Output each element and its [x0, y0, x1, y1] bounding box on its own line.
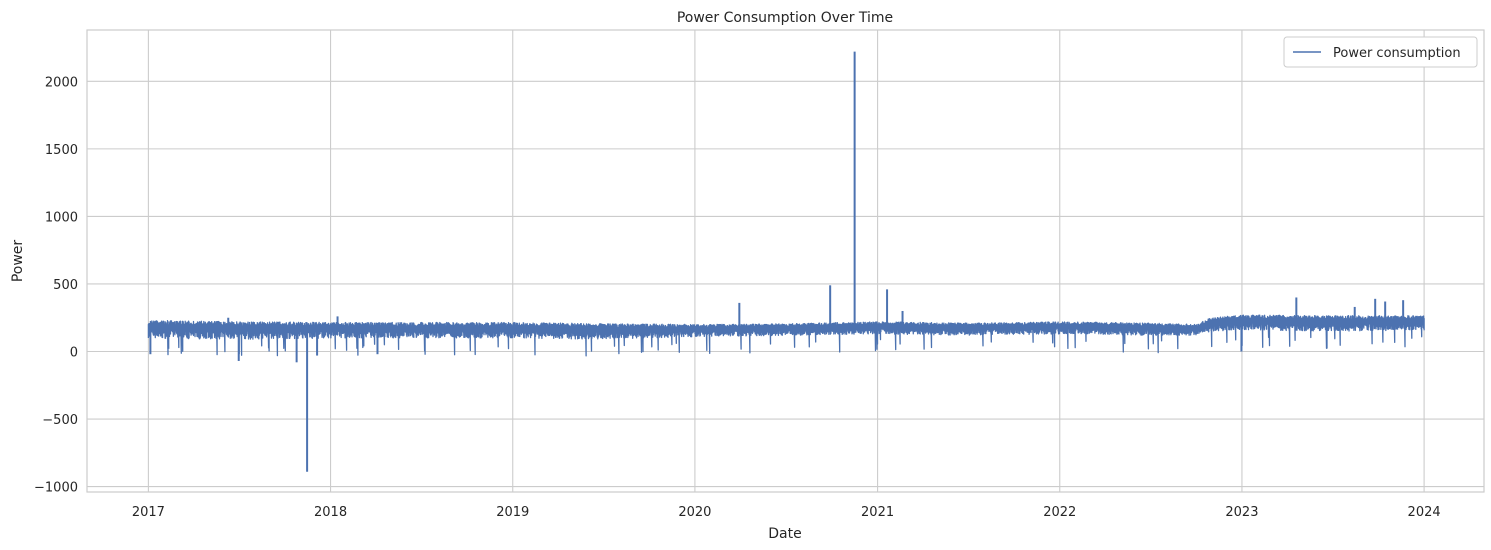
y-tick-label: 1000 — [45, 210, 78, 225]
x-tick-label: 2019 — [496, 505, 529, 520]
y-tick-label: 1500 — [45, 143, 78, 158]
y-tick-label: −1000 — [34, 481, 78, 496]
x-axis-label: Date — [768, 526, 801, 542]
y-tick-label: 2000 — [45, 75, 78, 90]
x-tick-label: 2021 — [861, 505, 894, 520]
y-axis-ticks: −1000 −500 0 500 1000 1500 2000 — [34, 75, 78, 495]
x-tick-label: 2020 — [678, 505, 711, 520]
y-axis-label: Power — [10, 240, 26, 283]
chart-title: Power Consumption Over Time — [677, 10, 893, 26]
x-tick-label: 2018 — [314, 505, 347, 520]
legend-box — [1283, 36, 1478, 68]
plot-area — [147, 51, 1425, 472]
legend-label: Power consumption — [1333, 46, 1461, 61]
grid — [87, 30, 1484, 492]
x-tick-label: 2024 — [1408, 505, 1441, 520]
x-tick-label: 2023 — [1225, 505, 1258, 520]
series-line-power-consumption — [147, 314, 1425, 357]
x-tick-label: 2017 — [132, 505, 165, 520]
y-tick-label: 500 — [53, 278, 78, 293]
x-axis-ticks: 2017 2018 2019 2020 2021 2022 2023 2024 — [132, 505, 1441, 520]
y-tick-label: −500 — [42, 413, 78, 428]
legend: Power consumption — [1283, 36, 1478, 68]
plot-frame — [86, 29, 1485, 493]
x-tick-label: 2022 — [1043, 505, 1076, 520]
y-tick-label: 0 — [70, 346, 78, 361]
